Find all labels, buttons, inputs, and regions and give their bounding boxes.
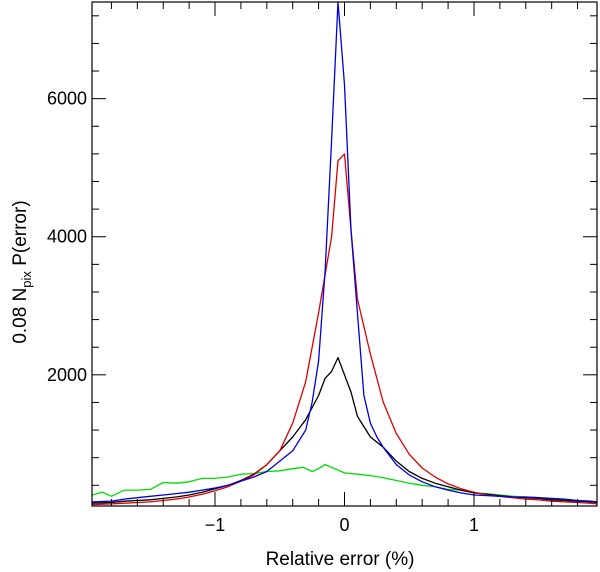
y-tick-label: 4000 bbox=[47, 227, 87, 247]
series-line-4 bbox=[92, 2, 597, 503]
y-tick-label: 6000 bbox=[47, 89, 87, 109]
y-tick-label: 2000 bbox=[47, 365, 87, 385]
y-axis-label-subscript: pix bbox=[19, 271, 34, 288]
y-axis-label-prefix: 0.08 N bbox=[10, 288, 31, 344]
x-axis-label: Relative error (%) bbox=[266, 549, 415, 570]
x-tick-label: 0 bbox=[339, 515, 349, 535]
x-tick-label: 1 bbox=[469, 515, 479, 535]
plot-frame bbox=[91, 1, 598, 507]
series-line-2 bbox=[92, 356, 597, 504]
series-line-3 bbox=[92, 153, 597, 506]
x-tick-label: −1 bbox=[205, 515, 226, 535]
y-axis-label: 0.08 Npix P(error) bbox=[10, 200, 34, 343]
y-axis-label-suffix: P(error) bbox=[10, 200, 31, 271]
tick-layer: −1 0 1 2000 4000 6000 bbox=[47, 2, 597, 535]
series-line-1 bbox=[92, 463, 597, 503]
series-layer bbox=[92, 2, 597, 506]
